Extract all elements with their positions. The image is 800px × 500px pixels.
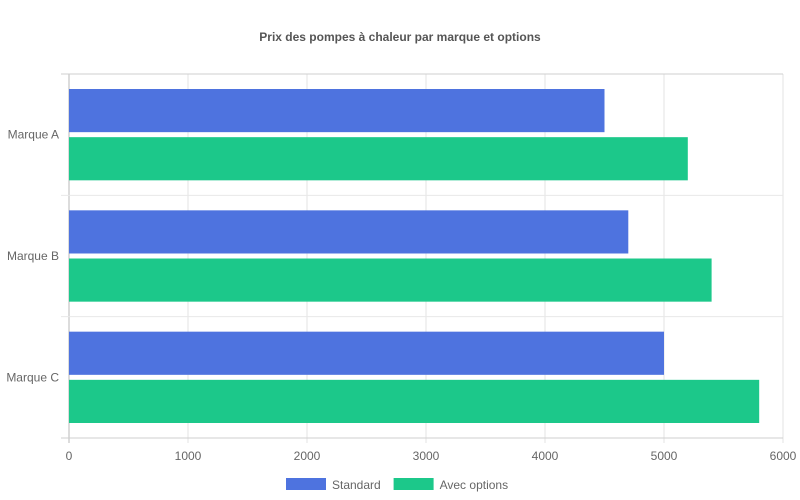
bar-standard-marque-c	[69, 331, 664, 375]
bar-standard-marque-b	[69, 210, 629, 254]
y-tick-label: Marque A	[8, 128, 59, 142]
bars	[69, 89, 760, 423]
legend-label: Standard	[332, 478, 381, 492]
legend-swatch	[393, 478, 434, 490]
chart-title: Prix des pompes à chaleur par marque et …	[259, 30, 541, 44]
y-tick-label: Marque B	[7, 249, 59, 263]
legend-label: Avec options	[440, 478, 509, 492]
bar-avec-options-marque-b	[69, 258, 712, 302]
x-tick-label: 5000	[651, 449, 678, 463]
bar-avec-options-marque-a	[69, 137, 688, 181]
x-tick-label: 1000	[175, 449, 202, 463]
x-tick-label: 3000	[413, 449, 440, 463]
y-tick-label: Marque C	[6, 370, 59, 384]
axes: Marque A Marque B Marque C 0 1000 2000 3000 400…	[6, 128, 796, 463]
x-tick-label: 4000	[532, 449, 559, 463]
legend: Standard Avec options	[286, 478, 508, 492]
bar-standard-marque-a	[69, 89, 605, 133]
bar-avec-options-marque-c	[69, 379, 760, 423]
x-tick-label: 6000	[770, 449, 797, 463]
x-tick-label: 0	[66, 449, 73, 463]
legend-swatch	[286, 478, 326, 490]
x-tick-label: 2000	[294, 449, 321, 463]
